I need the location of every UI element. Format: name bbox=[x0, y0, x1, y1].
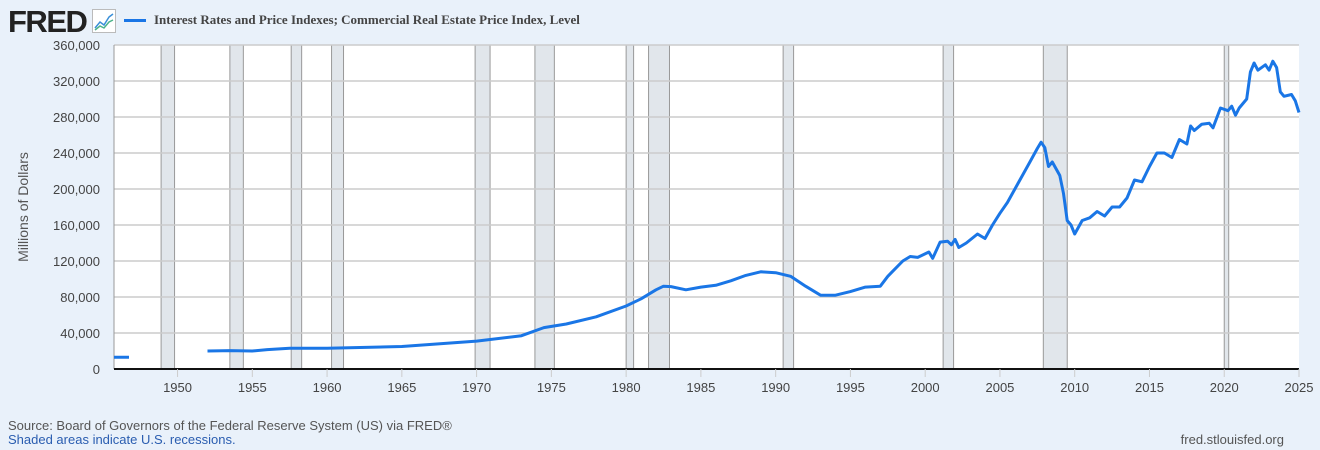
recession-band bbox=[229, 44, 244, 370]
x-tick-label: 2020 bbox=[1210, 380, 1239, 395]
recession-band bbox=[534, 44, 555, 370]
recession-band bbox=[942, 44, 955, 370]
chart-title: Interest Rates and Price Indexes; Commer… bbox=[154, 12, 580, 27]
x-tick-label: 2010 bbox=[1060, 380, 1089, 395]
y-axis-label: Millions of Dollars bbox=[15, 152, 31, 262]
x-tick-label: 1965 bbox=[387, 380, 416, 395]
recession-band bbox=[625, 44, 635, 370]
y-tick-label: 160,000 bbox=[53, 218, 100, 233]
series-line bbox=[114, 59, 1301, 359]
x-tick-label: 1990 bbox=[761, 380, 790, 395]
x-tick-label: 2000 bbox=[911, 380, 940, 395]
x-tick-label: 2025 bbox=[1285, 380, 1314, 395]
x-tick-label: 1975 bbox=[537, 380, 566, 395]
x-tick-label: 2005 bbox=[985, 380, 1014, 395]
legend-swatch bbox=[124, 18, 146, 22]
fred-site-link[interactable]: fred.stlouisfed.org bbox=[1180, 432, 1284, 447]
y-tick-label: 80,000 bbox=[60, 290, 100, 305]
y-tick-label: 280,000 bbox=[53, 110, 100, 125]
x-tick-label: 2015 bbox=[1135, 380, 1164, 395]
x-tick-label: 1955 bbox=[238, 380, 267, 395]
recession-band bbox=[648, 44, 670, 370]
source-text: Source: Board of Governors of the Federa… bbox=[8, 418, 452, 433]
x-tick-label: 1985 bbox=[686, 380, 715, 395]
recession-band bbox=[782, 44, 795, 370]
recession-band bbox=[290, 44, 303, 370]
x-tick-label: 1960 bbox=[313, 380, 342, 395]
recession-band bbox=[474, 44, 491, 370]
recession-band bbox=[331, 44, 345, 370]
y-tick-label: 200,000 bbox=[53, 182, 100, 197]
y-tick-label: 320,000 bbox=[53, 74, 100, 89]
fred-logo[interactable]: FRED bbox=[8, 4, 88, 39]
y-tick-label: 0 bbox=[93, 362, 100, 377]
x-tick-label: 1995 bbox=[836, 380, 865, 395]
recession-band bbox=[1223, 44, 1230, 370]
recession-note: Shaded areas indicate U.S. recessions. bbox=[8, 432, 236, 447]
y-tick-label: 120,000 bbox=[53, 254, 100, 269]
x-tick-label: 1980 bbox=[612, 380, 641, 395]
recession-band bbox=[160, 44, 176, 370]
line-chart-icon bbox=[92, 9, 116, 33]
x-tick-label: 1970 bbox=[462, 380, 491, 395]
recession-band bbox=[1042, 44, 1068, 370]
y-tick-label: 240,000 bbox=[53, 146, 100, 161]
chart-legend: Interest Rates and Price Indexes; Commer… bbox=[124, 12, 580, 28]
y-tick-label: 360,000 bbox=[53, 38, 100, 53]
y-tick-label: 40,000 bbox=[60, 326, 100, 341]
plot-background bbox=[114, 45, 1299, 369]
x-tick-label: 1950 bbox=[163, 380, 192, 395]
